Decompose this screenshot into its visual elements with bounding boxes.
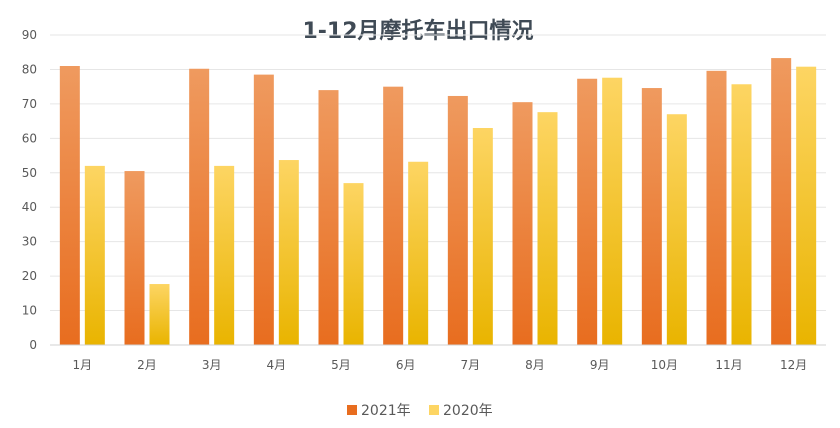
bars bbox=[59, 58, 817, 346]
bar-2021年-12月 bbox=[771, 58, 792, 345]
bar-2020年-7月 bbox=[472, 128, 493, 345]
y-tick-label-60: 60 bbox=[22, 131, 37, 145]
legend: 2021年 2020年 bbox=[347, 403, 493, 419]
y-tick-label-80: 80 bbox=[22, 62, 37, 76]
y-tick-label-20: 20 bbox=[22, 269, 37, 283]
bar-2020年-12月 bbox=[796, 66, 817, 345]
bar-2020年-6月 bbox=[408, 161, 429, 345]
bar-2020年-8月 bbox=[537, 112, 558, 346]
legend-label-2021: 2021年 bbox=[361, 403, 411, 419]
x-axis-ticks: 1月 2月 3月 4月 5月 6月 7月 8月 9月 10月 11月 12月 bbox=[73, 358, 808, 372]
y-tick-label-30: 30 bbox=[22, 235, 37, 249]
bar-2021年-11月 bbox=[706, 70, 727, 346]
x-tick-label-2月: 2月 bbox=[137, 358, 157, 372]
x-tick-label-12月: 12月 bbox=[780, 358, 807, 372]
x-tick-label-6月: 6月 bbox=[396, 358, 416, 372]
legend-label-2020: 2020年 bbox=[443, 403, 493, 419]
y-tick-label-0: 0 bbox=[29, 338, 37, 352]
bar-2021年-2月 bbox=[124, 171, 145, 345]
legend-swatch-2020 bbox=[429, 405, 439, 415]
bar-2021年-10月 bbox=[641, 88, 662, 346]
x-tick-label-10月: 10月 bbox=[651, 358, 678, 372]
bar-2021年-1月 bbox=[59, 66, 80, 345]
x-tick-label-4月: 4月 bbox=[267, 358, 287, 372]
y-tick-label-40: 40 bbox=[22, 200, 37, 214]
x-tick-label-1月: 1月 bbox=[73, 358, 93, 372]
chart-title: 1-12月摩托车出口情况 bbox=[302, 18, 533, 44]
y-tick-label-10: 10 bbox=[22, 304, 37, 318]
y-axis-ticks: 0 10 20 30 40 50 60 70 80 90 bbox=[22, 28, 37, 352]
bar-2021年-4月 bbox=[253, 74, 274, 345]
bar-2020年-5月 bbox=[343, 183, 364, 345]
legend-swatch-2021 bbox=[347, 405, 357, 415]
x-tick-label-11月: 11月 bbox=[715, 358, 742, 372]
x-tick-label-7月: 7月 bbox=[461, 358, 481, 372]
bar-2021年-7月 bbox=[447, 95, 468, 345]
bar-2020年-2月 bbox=[149, 284, 170, 345]
bar-2020年-10月 bbox=[666, 114, 687, 345]
bar-2020年-11月 bbox=[731, 84, 752, 345]
x-tick-label-9月: 9月 bbox=[590, 358, 610, 372]
bar-2021年-3月 bbox=[189, 68, 210, 345]
x-tick-label-3月: 3月 bbox=[202, 358, 222, 372]
bar-2021年-8月 bbox=[512, 102, 533, 346]
y-tick-label-90: 90 bbox=[22, 28, 37, 42]
gridlines bbox=[50, 34, 826, 312]
x-tick-label-5月: 5月 bbox=[331, 358, 351, 372]
bar-2020年-9月 bbox=[602, 77, 623, 345]
bar-2021年-6月 bbox=[383, 86, 404, 346]
bar-2020年-1月 bbox=[84, 165, 105, 345]
x-tick-label-8月: 8月 bbox=[525, 358, 545, 372]
bar-2020年-3月 bbox=[214, 165, 235, 345]
bar-2020年-4月 bbox=[278, 160, 299, 345]
y-tick-label-70: 70 bbox=[22, 97, 37, 111]
y-tick-label-50: 50 bbox=[22, 166, 37, 180]
bar-2021年-5月 bbox=[318, 90, 339, 345]
bar-2021年-9月 bbox=[577, 78, 598, 345]
